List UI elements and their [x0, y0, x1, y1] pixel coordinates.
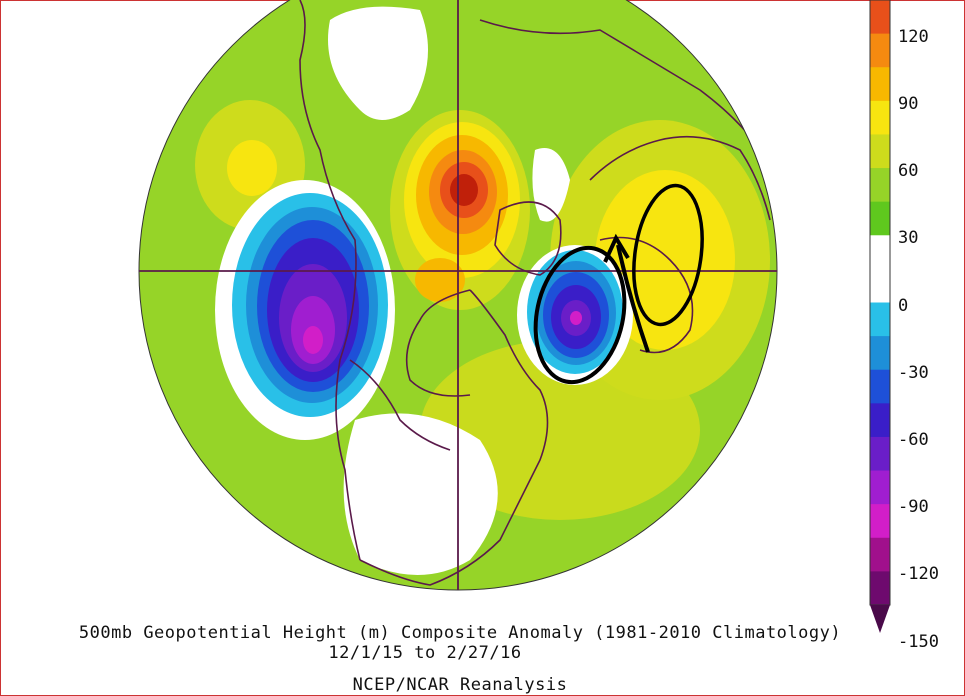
pos-arctic-135	[450, 174, 478, 206]
colorbar-swatch	[870, 0, 890, 34]
anomaly-positive-pacific-core	[227, 140, 277, 196]
neg-pacific-120	[303, 326, 323, 354]
colorbar-tick-label: -60	[898, 432, 929, 449]
colorbar-swatch	[870, 437, 890, 471]
colorbar-tick-label: -90	[898, 499, 929, 516]
colorbar-swatch	[870, 336, 890, 370]
colorbar-swatch	[870, 134, 890, 168]
colorbar-swatch	[870, 34, 890, 68]
colorbar-tick-label: 0	[898, 298, 908, 315]
colorbar-swatch	[870, 303, 890, 337]
colorbar-swatch	[870, 571, 890, 605]
colorbar-tick-label: 120	[898, 29, 929, 46]
caption-source: NCEP/NCAR Reanalysis	[0, 675, 920, 695]
colorbar-swatch	[870, 202, 890, 236]
neg-atlantic-120	[570, 311, 582, 325]
colorbar-swatch	[870, 538, 890, 572]
colorbar-swatch	[870, 269, 890, 303]
colorbar-tick-label: 30	[898, 230, 918, 247]
colorbar-swatch	[870, 101, 890, 135]
colorbar-swatch	[870, 168, 890, 202]
colorbar-swatch	[870, 67, 890, 101]
colorbar-tick-label: 90	[898, 96, 918, 113]
colorbar-swatch	[870, 471, 890, 505]
colorbar-tick-label: -120	[898, 566, 939, 583]
colorbar-tick-label: 60	[898, 163, 918, 180]
colorbar-swatch	[870, 504, 890, 538]
colorbar-swatch	[870, 370, 890, 404]
colorbar-tick-label: -30	[898, 365, 929, 382]
colorbar	[870, 0, 890, 633]
zero-zone-south	[344, 413, 498, 575]
colorbar-swatch	[870, 403, 890, 437]
colorbar-swatch	[870, 235, 890, 269]
caption-dates: 12/1/15 to 2/27/16	[0, 643, 885, 663]
caption-title: 500mb Geopotential Height (m) Composite …	[0, 623, 920, 643]
